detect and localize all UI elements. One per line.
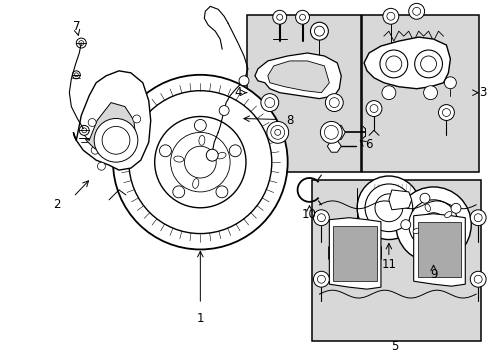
Polygon shape xyxy=(326,140,341,152)
Text: 3: 3 xyxy=(478,86,485,99)
Bar xyxy=(361,15,478,172)
Circle shape xyxy=(72,71,80,79)
Circle shape xyxy=(76,38,86,48)
Circle shape xyxy=(374,194,402,222)
Circle shape xyxy=(423,86,437,100)
Circle shape xyxy=(408,200,457,249)
Ellipse shape xyxy=(192,179,199,188)
Circle shape xyxy=(444,77,455,89)
Circle shape xyxy=(366,100,381,117)
Polygon shape xyxy=(413,214,464,286)
Ellipse shape xyxy=(444,212,451,217)
Circle shape xyxy=(379,50,407,78)
Circle shape xyxy=(325,94,343,112)
Text: 8: 8 xyxy=(285,114,293,127)
Polygon shape xyxy=(388,190,411,210)
Circle shape xyxy=(172,186,184,198)
Circle shape xyxy=(88,118,96,126)
Circle shape xyxy=(133,115,141,123)
Circle shape xyxy=(159,145,171,157)
Ellipse shape xyxy=(216,153,225,159)
Circle shape xyxy=(170,132,230,192)
Circle shape xyxy=(310,22,327,40)
Circle shape xyxy=(414,50,442,78)
Bar xyxy=(246,15,360,172)
Circle shape xyxy=(419,193,429,203)
Circle shape xyxy=(97,162,105,170)
Circle shape xyxy=(260,94,278,112)
Circle shape xyxy=(400,220,410,230)
Circle shape xyxy=(320,121,342,143)
Polygon shape xyxy=(254,53,341,99)
Bar xyxy=(312,180,480,341)
Circle shape xyxy=(365,184,412,231)
Bar xyxy=(333,226,376,281)
Circle shape xyxy=(450,236,460,246)
Bar xyxy=(417,222,460,277)
Circle shape xyxy=(469,210,485,226)
Circle shape xyxy=(313,271,328,287)
Circle shape xyxy=(239,76,248,86)
Circle shape xyxy=(79,125,89,135)
Circle shape xyxy=(102,126,130,154)
Circle shape xyxy=(129,91,271,234)
Polygon shape xyxy=(85,103,136,158)
Text: 4: 4 xyxy=(234,86,242,99)
Text: 1: 1 xyxy=(196,312,203,325)
Circle shape xyxy=(381,86,395,100)
Text: 10: 10 xyxy=(302,208,316,221)
Circle shape xyxy=(113,75,287,249)
Polygon shape xyxy=(73,71,150,170)
Circle shape xyxy=(469,271,485,287)
Circle shape xyxy=(421,213,445,237)
Polygon shape xyxy=(328,125,345,139)
Circle shape xyxy=(272,10,286,24)
Text: 5: 5 xyxy=(390,340,398,353)
Ellipse shape xyxy=(424,204,429,212)
Text: 9: 9 xyxy=(429,268,436,281)
Ellipse shape xyxy=(173,156,183,162)
Circle shape xyxy=(313,210,328,226)
Text: 11: 11 xyxy=(381,258,396,271)
Circle shape xyxy=(194,120,206,131)
Polygon shape xyxy=(364,37,449,89)
Circle shape xyxy=(266,121,288,143)
Circle shape xyxy=(206,149,218,161)
Circle shape xyxy=(184,146,216,178)
Circle shape xyxy=(382,8,398,24)
Ellipse shape xyxy=(412,228,420,234)
Circle shape xyxy=(295,10,309,24)
Text: 7: 7 xyxy=(72,20,80,33)
Text: 2: 2 xyxy=(53,198,60,211)
Circle shape xyxy=(229,145,241,157)
Polygon shape xyxy=(267,61,328,93)
Circle shape xyxy=(154,117,245,208)
Ellipse shape xyxy=(435,238,440,246)
Ellipse shape xyxy=(199,135,204,145)
Circle shape xyxy=(356,176,420,239)
Circle shape xyxy=(450,203,460,213)
Circle shape xyxy=(94,118,138,162)
Polygon shape xyxy=(328,218,380,289)
Circle shape xyxy=(216,186,227,198)
Circle shape xyxy=(219,105,229,116)
Circle shape xyxy=(395,187,470,262)
Circle shape xyxy=(408,3,424,19)
Circle shape xyxy=(419,246,429,256)
Circle shape xyxy=(438,105,453,121)
Text: 6: 6 xyxy=(365,138,372,151)
